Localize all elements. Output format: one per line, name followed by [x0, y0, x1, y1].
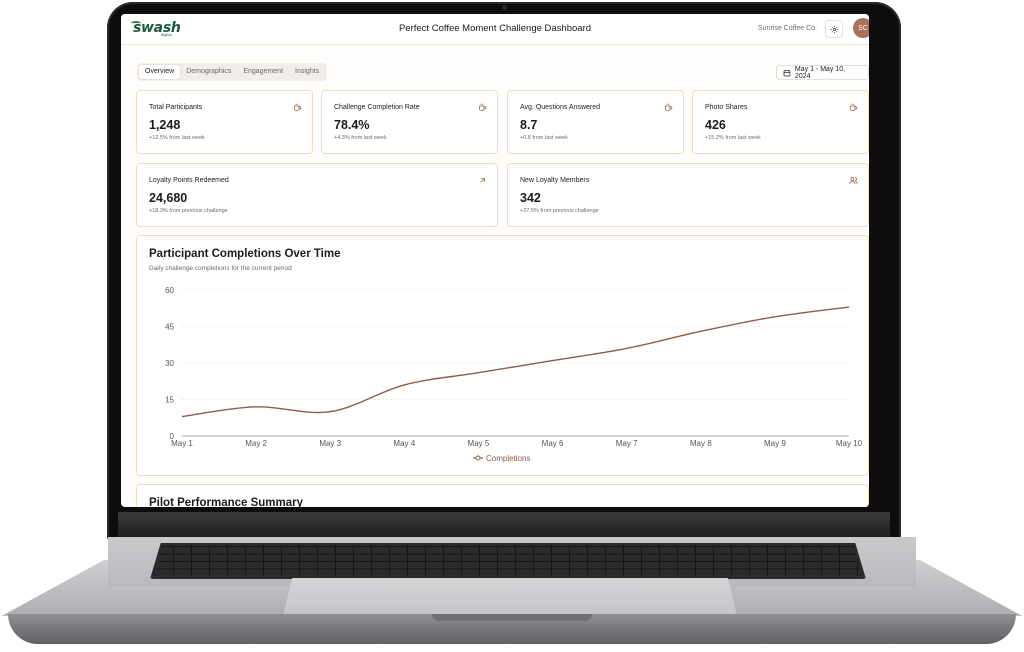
stat-title: Avg. Questions Answered	[520, 104, 601, 111]
page-title: Perfect Coffee Moment Challenge Dashboar…	[398, 23, 592, 34]
logo-swoosh-icon	[131, 21, 141, 26]
chart-subtitle: Daily challenge completions for the curr…	[149, 265, 292, 272]
y-tick-label: 15	[165, 396, 174, 405]
trackpad	[283, 578, 737, 616]
screen: swash digital Perfect Coffee Moment Chal…	[121, 14, 869, 507]
y-tick-label: 60	[165, 286, 174, 295]
gear-icon	[830, 25, 838, 33]
stat-change: +18.3% from previous challenge	[149, 208, 228, 214]
logo-text: swash	[133, 20, 181, 36]
x-tick-label: May 4	[393, 439, 415, 448]
stat-change: +0.8 from last week	[520, 135, 568, 141]
stat-change: +12.5% from last week	[149, 135, 205, 141]
x-tick-label: May 10	[836, 439, 863, 448]
y-tick-label: 0	[170, 432, 175, 441]
coffee-cup-icon	[479, 103, 487, 111]
x-tick-label: May 3	[319, 439, 341, 448]
stat-card-completion-rate: Challenge Completion Rate 78.4% +4.3% fr…	[321, 90, 498, 154]
y-tick-label: 45	[165, 323, 174, 332]
tab-overview[interactable]: Overview	[139, 65, 181, 79]
logo-subtext: digital	[161, 32, 172, 37]
stat-value: 342	[520, 191, 541, 205]
tab-demographics[interactable]: Demographics	[186, 68, 232, 75]
stat-card-avg-questions: Avg. Questions Answered 8.7 +0.8 from la…	[507, 90, 684, 154]
stat-value: 426	[705, 118, 726, 132]
stat-change: +4.3% from last week	[334, 135, 387, 141]
coffee-cup-icon	[665, 103, 673, 111]
x-tick-label: May 9	[764, 439, 786, 448]
x-tick-label: May 7	[616, 439, 638, 448]
users-icon	[849, 177, 858, 184]
coffee-cup-icon	[850, 103, 858, 111]
date-range-label: May 1 - May 10, 2024	[794, 65, 846, 80]
pilot-summary-card: Pilot Performance Summary	[136, 484, 869, 507]
stat-title: Total Participants	[149, 104, 203, 111]
company-name: Sunrise Coffee Co.	[757, 25, 817, 32]
x-tick-label: May 8	[690, 439, 712, 448]
stat-value: 24,680	[149, 191, 188, 205]
x-tick-label: May 1	[171, 439, 193, 448]
x-tick-label: May 5	[468, 439, 490, 448]
legend-marker	[475, 455, 481, 461]
stat-title: Photo Shares	[705, 104, 748, 111]
brand-logo[interactable]: swash digital	[131, 19, 181, 41]
date-range-picker[interactable]: May 1 - May 10, 2024	[776, 65, 869, 80]
app-header: swash digital Perfect Coffee Moment Chal…	[121, 14, 869, 45]
keyboard-keys	[155, 546, 861, 576]
settings-button[interactable]	[825, 20, 843, 38]
stat-card-new-loyalty-members: New Loyalty Members 342 +27.5% from prev…	[507, 163, 869, 227]
stat-change: +27.5% from previous challenge	[520, 208, 599, 214]
arrow-up-right-icon	[480, 178, 485, 183]
stat-card-photo-shares: Photo Shares 426 +15.2% from last week	[692, 90, 869, 154]
stat-card-total-participants: Total Participants 1,248 +12.5% from las…	[136, 90, 313, 154]
y-tick-label: 30	[165, 359, 174, 368]
coffee-cup-icon	[294, 103, 302, 111]
stat-title: New Loyalty Members	[520, 177, 590, 184]
completions-chart-card: Participant Completions Over Time Daily …	[136, 235, 869, 476]
calendar-icon	[783, 69, 791, 76]
x-tick-label: May 6	[542, 439, 564, 448]
tab-insights[interactable]: Insights	[295, 68, 320, 75]
line-chart: 0 15 30 45 60 May 1 May 2 May 3 May 4 May 5 May 6 M…	[165, 286, 863, 463]
tab-bar: Overview Demographics Engagement Insight…	[137, 63, 328, 81]
stat-title: Loyalty Points Redeemed	[149, 177, 229, 184]
x-tick-label: May 2	[245, 439, 267, 448]
stat-value: 1,248	[149, 118, 181, 132]
series-line-completions	[181, 306, 850, 418]
stat-value: 78.4%	[334, 118, 370, 132]
chart-title: Participant Completions Over Time	[149, 248, 341, 260]
stat-title: Challenge Completion Rate	[334, 104, 420, 111]
laptop-notch	[432, 614, 592, 621]
section-title: Pilot Performance Summary	[149, 497, 304, 507]
webcam	[502, 5, 507, 10]
stat-change: +15.2% from last week	[705, 135, 761, 141]
stat-card-loyalty-points: Loyalty Points Redeemed 24,680 +18.3% fr…	[136, 163, 498, 227]
avatar[interactable]: SC	[853, 18, 869, 38]
tab-engagement[interactable]: Engagement	[243, 68, 284, 75]
stat-value: 8.7	[520, 118, 538, 132]
legend-label: Completions	[486, 454, 530, 463]
